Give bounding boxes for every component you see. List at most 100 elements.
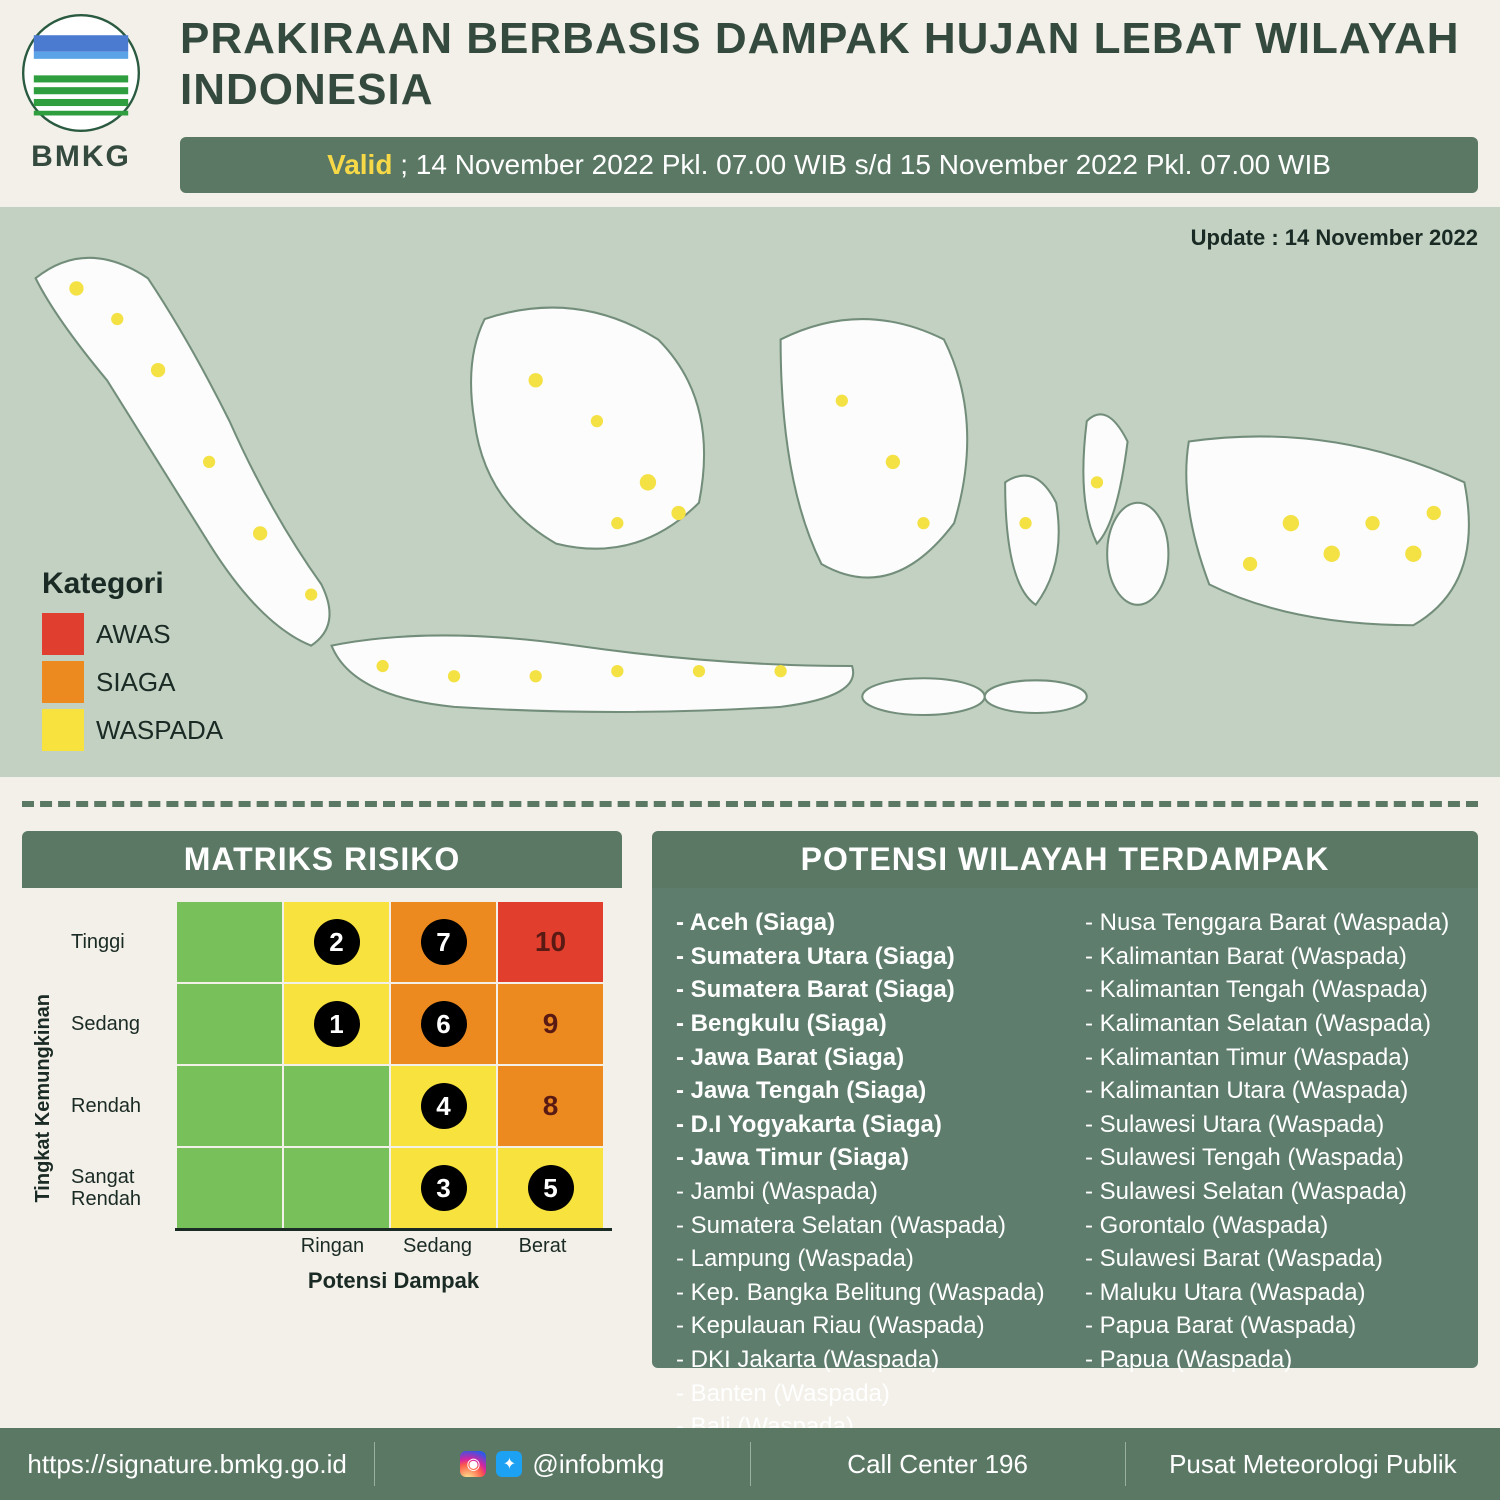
matrix-cell-number: 6 (421, 1001, 467, 1047)
kategori-title: Kategori (42, 567, 223, 601)
panels: MATRIKS RISIKO Tingkat Kemungkinan Tingg… (0, 831, 1500, 1408)
matrix-cell-number: 7 (421, 919, 467, 965)
kategori-label: AWAS (96, 619, 171, 650)
section-divider (22, 801, 1478, 807)
header: BMKG PRAKIRAAN BERBASIS DAMPAK HUJAN LEB… (0, 0, 1500, 207)
matrix-cell (177, 1066, 282, 1146)
map-area: Update : 14 November 2022 (0, 207, 1500, 777)
impact-item: - Jawa Barat (Siaga) (676, 1041, 1045, 1075)
matrix-row-label: Rendah (65, 1066, 175, 1146)
matrix-cell-number: 5 (528, 1165, 574, 1211)
risk-matrix-panel: MATRIKS RISIKO Tingkat Kemungkinan Tingg… (22, 831, 622, 1408)
impact-item: - Sumatera Barat (Siaga) (676, 973, 1045, 1007)
footer-social: ◉ ✦ @infobmkg (375, 1428, 749, 1500)
kategori-label: SIAGA (96, 667, 175, 698)
matrix-cell: 5 (498, 1148, 603, 1228)
matrix-row-label: Tinggi (65, 902, 175, 982)
impact-title: POTENSI WILAYAH TERDAMPAK (652, 831, 1478, 888)
matrix-cell: 1 (284, 984, 389, 1064)
matrix-x-axis: Potensi Dampak (175, 1268, 612, 1294)
footer-url: https://signature.bmkg.go.id (0, 1428, 374, 1500)
instagram-icon: ◉ (460, 1451, 486, 1477)
matrix-cell (284, 1148, 389, 1228)
matrix-grid: Tinggi 2 7 10 Sedang 1 69 Rendah 48 Sangat Rendah… (65, 902, 612, 1228)
impact-item: - DKI Jakarta (Waspada) (676, 1343, 1045, 1377)
logo-block: BMKG (22, 14, 140, 174)
logo-text: BMKG (31, 140, 131, 174)
matrix-cell (284, 1066, 389, 1146)
matrix-cell (177, 1148, 282, 1228)
footer-handle: @infobmkg (532, 1449, 664, 1480)
impact-item: - Sulawesi Barat (Waspada) (1085, 1242, 1454, 1276)
kategori-label: WASPADA (96, 715, 223, 746)
impact-item: - Banten (Waspada) (676, 1377, 1045, 1411)
impact-item: - Kalimantan Timur (Waspada) (1085, 1041, 1454, 1075)
impact-item: - Papua (Waspada) (1085, 1343, 1454, 1377)
impact-item: - Jawa Tengah (Siaga) (676, 1074, 1045, 1108)
impact-item: - Kalimantan Utara (Waspada) (1085, 1074, 1454, 1108)
impact-item: - Kalimantan Selatan (Waspada) (1085, 1007, 1454, 1041)
matrix-cell: 2 (284, 902, 389, 982)
kategori-swatch (42, 661, 84, 703)
bmkg-logo-icon (22, 14, 140, 132)
risk-matrix-title: MATRIKS RISIKO (22, 831, 622, 888)
impact-item: - Sulawesi Selatan (Waspada) (1085, 1175, 1454, 1209)
matrix-row-label: Sangat Rendah (65, 1148, 175, 1228)
valid-bar: Valid ; 14 November 2022 Pkl. 07.00 WIB … (180, 137, 1478, 193)
impact-item: - Kalimantan Barat (Waspada) (1085, 940, 1454, 974)
kategori-row: WASPADA (42, 709, 223, 751)
matrix-col-label: Sedang (385, 1235, 490, 1258)
matrix-col-label: Berat (490, 1235, 595, 1258)
impact-item: - Nusa Tenggara Barat (Waspada) (1085, 906, 1454, 940)
twitter-icon: ✦ (496, 1451, 522, 1477)
matrix-col-label: Ringan (280, 1235, 385, 1258)
footer-org: Pusat Meteorologi Publik (1126, 1428, 1500, 1500)
impact-item: - Maluku Utara (Waspada) (1085, 1276, 1454, 1310)
matrix-cell: 4 (391, 1066, 496, 1146)
matrix-cell-number: 2 (314, 919, 360, 965)
matrix-cell: 8 (498, 1066, 603, 1146)
impact-column-1: - Aceh (Siaga)- Sumatera Utara (Siaga)- … (676, 906, 1045, 1444)
impact-item: - Kepulauan Riau (Waspada) (676, 1309, 1045, 1343)
matrix-col-label (175, 1235, 280, 1258)
impact-body: - Aceh (Siaga)- Sumatera Utara (Siaga)- … (652, 888, 1478, 1368)
impact-item: - Aceh (Siaga) (676, 906, 1045, 940)
impact-item: - Papua Barat (Waspada) (1085, 1309, 1454, 1343)
impact-item: - Gorontalo (Waspada) (1085, 1209, 1454, 1243)
footer-call: Call Center 196 (751, 1428, 1125, 1500)
matrix-cell: 7 (391, 902, 496, 982)
impact-item: - Sumatera Utara (Siaga) (676, 940, 1045, 974)
valid-text: ; 14 November 2022 Pkl. 07.00 WIB s/d 15… (400, 149, 1331, 180)
valid-label: Valid (327, 149, 392, 180)
page-title: PRAKIRAAN BERBASIS DAMPAK HUJAN LEBAT WI… (180, 14, 1478, 115)
matrix-cell (177, 984, 282, 1064)
impact-item: - Lampung (Waspada) (676, 1242, 1045, 1276)
matrix-cell-number: 1 (314, 1001, 360, 1047)
impact-item: - Sumatera Selatan (Waspada) (676, 1209, 1045, 1243)
impact-item: - Bengkulu (Siaga) (676, 1007, 1045, 1041)
kategori-legend: Kategori AWAS SIAGA WASPADA (42, 567, 223, 757)
impact-item: - Jambi (Waspada) (676, 1175, 1045, 1209)
impact-column-2: - Nusa Tenggara Barat (Waspada)- Kaliman… (1085, 906, 1454, 1444)
matrix-cell: 3 (391, 1148, 496, 1228)
kategori-row: AWAS (42, 613, 223, 655)
matrix-cell (177, 902, 282, 982)
title-block: PRAKIRAAN BERBASIS DAMPAK HUJAN LEBAT WI… (180, 14, 1478, 193)
matrix-cell-number: 3 (421, 1165, 467, 1211)
matrix-cell-number: 4 (421, 1083, 467, 1129)
impact-item: - Sulawesi Tengah (Waspada) (1085, 1141, 1454, 1175)
impact-item: - Kalimantan Tengah (Waspada) (1085, 973, 1454, 1007)
matrix-cell: 10 (498, 902, 603, 982)
matrix-row-label: Sedang (65, 984, 175, 1064)
impact-item: - Kep. Bangka Belitung (Waspada) (676, 1276, 1045, 1310)
matrix-x-labels: RinganSedangBerat (65, 1235, 612, 1258)
kategori-row: SIAGA (42, 661, 223, 703)
matrix-y-axis: Tingkat Kemungkinan (32, 994, 55, 1203)
impact-item: - Sulawesi Utara (Waspada) (1085, 1108, 1454, 1142)
matrix-cell: 9 (498, 984, 603, 1064)
kategori-swatch (42, 613, 84, 655)
matrix-cell: 6 (391, 984, 496, 1064)
impact-panel: POTENSI WILAYAH TERDAMPAK - Aceh (Siaga)… (652, 831, 1478, 1408)
indonesia-map-icon (5, 217, 1495, 768)
impact-item: - D.I Yogyakarta (Siaga) (676, 1108, 1045, 1142)
